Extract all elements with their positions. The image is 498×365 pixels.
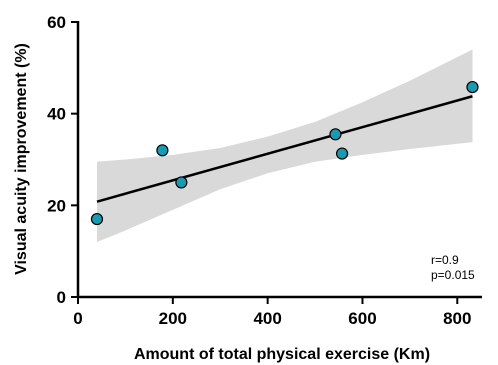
- annotation-p: p=0.015: [431, 268, 475, 282]
- y-tick-label-40: 40: [47, 105, 66, 124]
- x-tick-label-200: 200: [159, 309, 187, 328]
- x-tick-label-0: 0: [73, 309, 82, 328]
- y-tick-label-20: 20: [47, 196, 66, 215]
- x-tick-label-600: 600: [348, 309, 376, 328]
- y-tick-label-60: 60: [47, 13, 66, 32]
- data-point-3: [175, 176, 188, 189]
- x-tick-label-400: 400: [253, 309, 281, 328]
- x-tick-label-800: 800: [443, 309, 471, 328]
- annotation-r: r=0.9: [431, 253, 459, 267]
- data-point-1: [90, 212, 104, 226]
- data-point-2: [156, 144, 169, 157]
- data-point-6: [466, 80, 479, 94]
- x-axis-title: Amount of total physical exercise (Km): [134, 346, 430, 363]
- y-axis-title: Visual acuity improvement (%): [13, 43, 30, 275]
- regression-line: [96, 95, 473, 203]
- data-point-5: [335, 147, 349, 160]
- confidence-band: [97, 49, 473, 242]
- data-point-4: [329, 128, 342, 141]
- y-tick-label-0: 0: [57, 288, 66, 307]
